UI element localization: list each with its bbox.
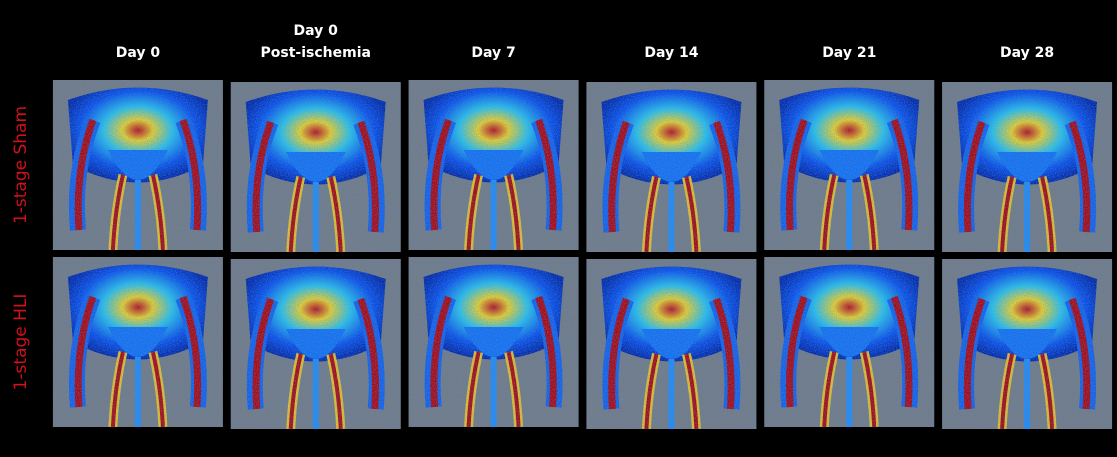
perfusion-image	[586, 82, 756, 252]
row-label: 1-stage Sham	[11, 106, 31, 224]
column-label: Post-ischemia	[261, 45, 371, 61]
row-label: 1-stage HLI	[11, 294, 31, 391]
column-label: Day 7	[471, 45, 515, 61]
column-label: Day 14	[644, 45, 698, 61]
column-label: Day 0	[294, 23, 339, 39]
perfusion-image	[942, 82, 1112, 252]
perfusion-image	[409, 257, 579, 427]
column-label: Day 0	[116, 45, 161, 61]
perfusion-image	[586, 259, 756, 429]
perfusion-image	[409, 80, 579, 250]
perfusion-image	[53, 80, 223, 250]
perfusion-image	[764, 80, 934, 250]
column-label: Day 21	[822, 45, 876, 61]
perfusion-image	[231, 82, 401, 252]
image-grid: Day 0 Day 0 Post-ischemia Day 7 Day 14 Day 21…	[11, 23, 1112, 429]
perfusion-image	[53, 257, 223, 427]
column-label: Day 28	[1000, 45, 1054, 61]
perfusion-image	[942, 259, 1112, 429]
perfusion-image	[764, 257, 934, 427]
perfusion-image	[231, 259, 401, 429]
figure: Day 0 Day 0 Post-ischemia Day 7 Day 14 Day 21…	[0, 0, 1117, 457]
